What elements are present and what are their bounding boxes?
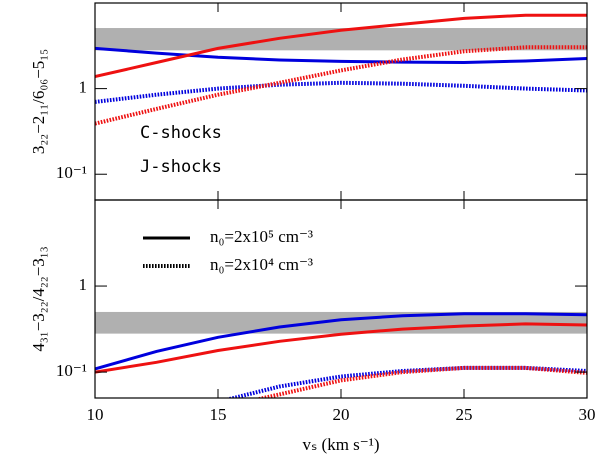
series-line [95, 80, 587, 104]
reference-band [95, 311, 587, 334]
annotation: C-shocks [140, 123, 222, 143]
y-tick-label: 1 [79, 275, 88, 294]
legend-label: n₀=2x10⁴ cm⁻³ [210, 255, 313, 274]
series-line [95, 312, 587, 371]
y-tick-label: 10⁻¹ [56, 361, 87, 380]
series-line [95, 322, 587, 374]
plot-area [95, 13, 587, 126]
x-tick-label: 30 [579, 405, 596, 424]
x-tick-label: 25 [456, 405, 473, 424]
reference-band [95, 28, 587, 51]
series-line [95, 45, 587, 126]
y-axis-label: 3₂₂−2₁₁/6₀₆−5₁₅ [29, 49, 48, 154]
series-line [95, 13, 587, 79]
series-line [95, 46, 587, 65]
annotation: J-shocks [140, 157, 222, 177]
plot-area [95, 311, 587, 398]
y-axis-label: 4₃₁−3₂₂/4₂₂−3₁₃ [29, 246, 48, 351]
legend-label: n₀=2x10⁵ cm⁻³ [210, 227, 313, 246]
series-line [254, 365, 587, 398]
y-tick-label: 1 [79, 78, 88, 97]
y-tick-label: 10⁻¹ [56, 163, 87, 182]
x-tick-label: 20 [333, 405, 350, 424]
x-tick-label: 15 [210, 405, 227, 424]
x-tick-label: 10 [87, 405, 104, 424]
x-axis-label: vₛ (km s⁻¹) [302, 435, 379, 454]
series-line [225, 365, 587, 398]
